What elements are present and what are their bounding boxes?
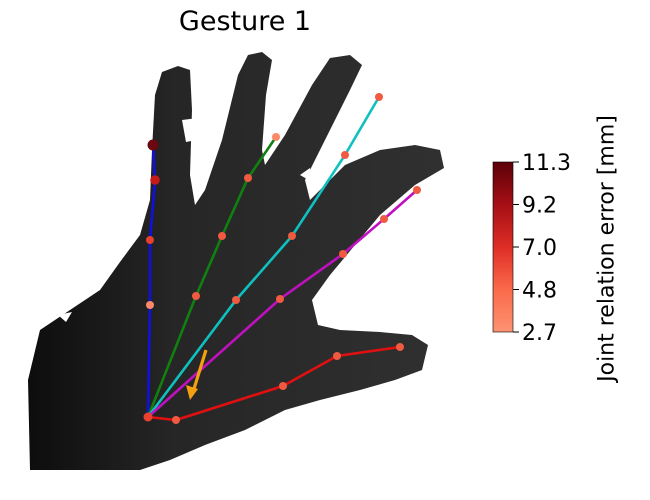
middle-joint [232, 296, 240, 304]
hand-depth-silhouette [28, 52, 444, 470]
wrist-joint [144, 413, 153, 422]
colorbar-tick-label: 2.7 [522, 321, 557, 346]
colorbar-tick-label: 4.8 [522, 279, 557, 304]
index-joint [272, 133, 280, 141]
index-joint [192, 292, 200, 300]
colorbar: 11.3 9.2 7.0 4.8 2.7 [493, 151, 571, 346]
colorbar-tick-label: 7.0 [522, 236, 557, 261]
index-joint [244, 174, 252, 182]
pinky-joint [396, 343, 404, 351]
thumb-joint [146, 236, 154, 244]
ring-joint [380, 215, 388, 223]
colorbar-label: Joint relation error [mm] [595, 114, 620, 384]
index-joint [218, 232, 226, 240]
thumb-joint [148, 140, 159, 151]
pinky-joint [172, 416, 180, 424]
thumb-joint [146, 301, 154, 309]
colorbar-tick-label: 11.3 [522, 151, 571, 176]
colorbar-tick-label: 9.2 [522, 194, 557, 219]
pinky-joint [333, 352, 341, 360]
ring-joint [339, 250, 347, 258]
ring-joint [413, 186, 421, 194]
figure-title: Gesture 1 [0, 6, 490, 37]
middle-joint [375, 93, 383, 101]
pinky-joint [279, 382, 287, 390]
colorbar-gradient [493, 162, 513, 332]
thumb-joint [150, 175, 160, 185]
middle-joint [288, 232, 296, 240]
ring-joint [276, 295, 284, 303]
middle-joint [341, 151, 349, 159]
